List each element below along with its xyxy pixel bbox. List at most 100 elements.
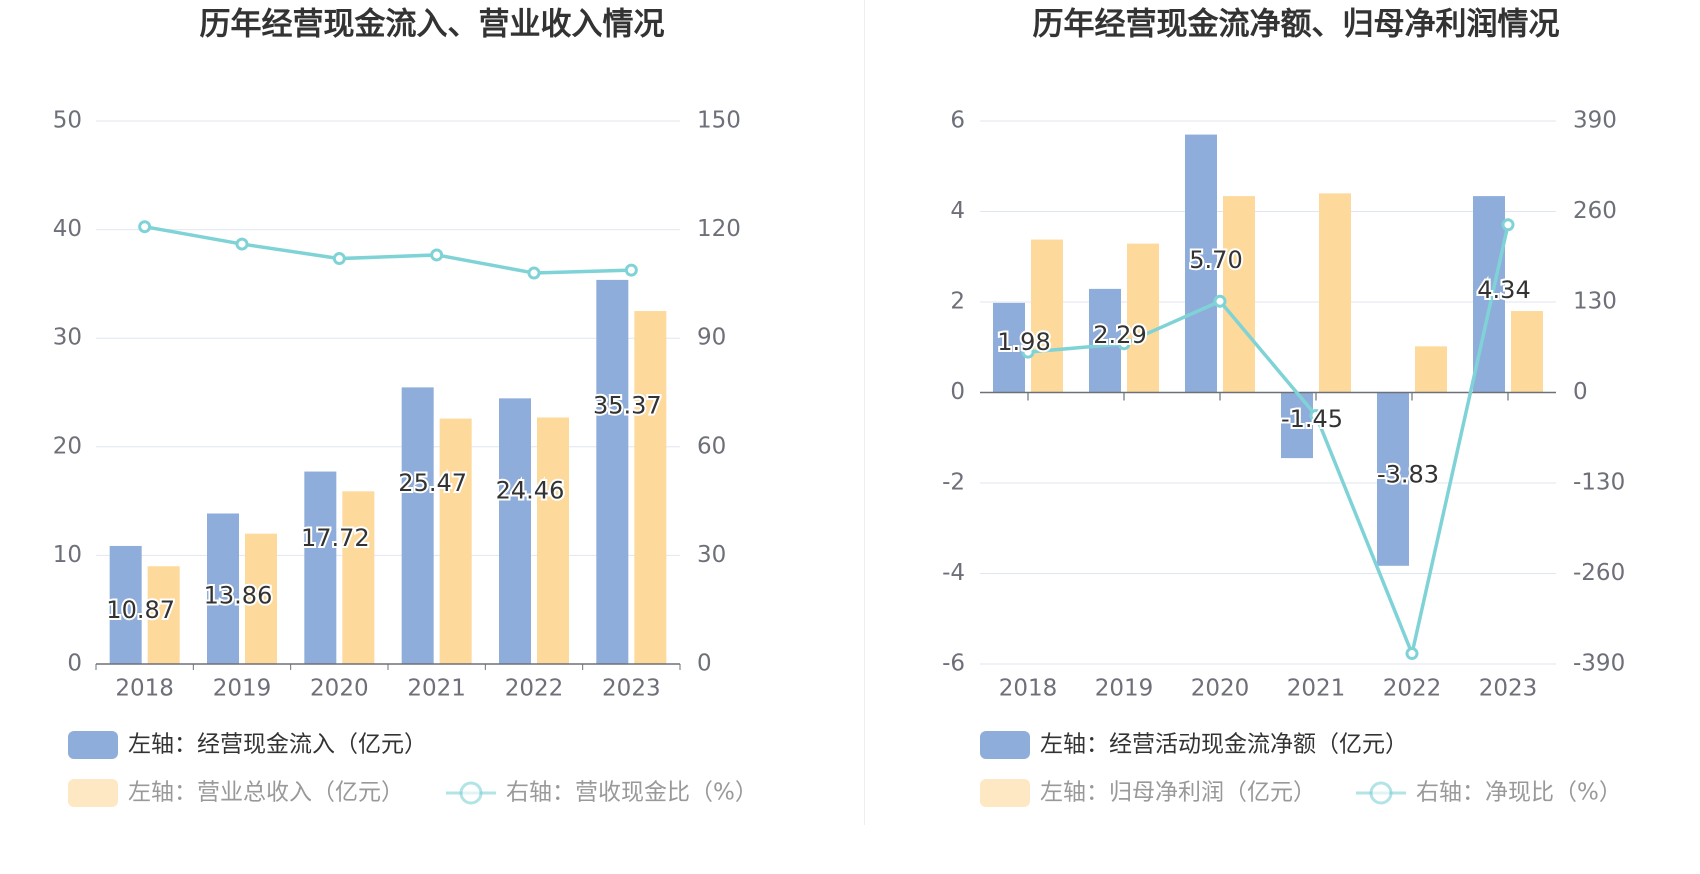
legend-swatch-blue[interactable] — [68, 731, 118, 759]
bar-orange — [439, 418, 472, 664]
bar-blue — [1089, 288, 1121, 393]
right-axis-tick: 390 — [1573, 108, 1617, 134]
right-axis-tick: -130 — [1573, 470, 1625, 496]
line-point — [1309, 408, 1323, 422]
line-point — [1501, 218, 1515, 232]
bar-blue — [207, 513, 239, 664]
x-axis-label: 2023 — [602, 676, 661, 702]
bar-orange — [1511, 311, 1543, 393]
bar-blue — [1377, 392, 1409, 566]
bar-orange — [1223, 196, 1255, 393]
bar-orange — [1415, 346, 1447, 393]
bar-data-label: -3.83 — [1377, 461, 1439, 489]
line-point — [1213, 294, 1227, 308]
bar-data-label: 2.29 — [1093, 321, 1146, 349]
left-axis-tick: 0 — [950, 379, 965, 405]
line-series — [1027, 224, 1510, 660]
legend-circle-icon[interactable] — [1369, 781, 1393, 805]
line-series — [144, 224, 632, 275]
left-axis-tick: -2 — [942, 470, 965, 496]
x-axis-label: 2018 — [999, 676, 1058, 702]
left-axis-tick: 0 — [67, 651, 82, 677]
legend-label-blue[interactable]: 左轴：经营现金流入（亿元） — [128, 732, 427, 758]
line-point — [235, 237, 249, 251]
left-axis-tick: 50 — [53, 108, 82, 134]
bar-blue — [596, 279, 629, 664]
right-axis-tick: 120 — [697, 216, 741, 242]
right-axis-tick: 90 — [697, 325, 726, 351]
bar-data-label: 4.34 — [1477, 276, 1530, 304]
legend-swatch-orange[interactable] — [68, 779, 118, 807]
bar-data-label: 24.46 — [496, 476, 565, 504]
bar-data-label: 10.87 — [106, 596, 175, 624]
right-axis-tick: 130 — [1573, 289, 1617, 315]
bar-data-label: 13.86 — [204, 581, 273, 609]
chart-title: 历年经营现金流净额、归母净利润情况 — [1033, 7, 1560, 43]
left-axis-tick: 40 — [53, 216, 82, 242]
right-axis-tick: -260 — [1573, 560, 1625, 586]
x-axis-label: 2020 — [310, 676, 369, 702]
chart-title: 历年经营现金流入、营业收入情况 — [200, 7, 665, 43]
right-axis-tick: 150 — [697, 108, 741, 134]
bar-blue — [993, 302, 1025, 393]
bar-orange — [1127, 243, 1159, 393]
right-axis-tick: 60 — [697, 433, 726, 459]
x-axis-label: 2021 — [1287, 676, 1346, 702]
left-axis-tick: -6 — [942, 651, 965, 677]
legend-swatch-orange[interactable] — [980, 779, 1030, 807]
right-axis-tick: 0 — [697, 651, 712, 677]
bar-blue — [1185, 134, 1217, 393]
x-axis-label: 2020 — [1191, 676, 1250, 702]
legend-label-orange[interactable]: 左轴：营业总收入（亿元） — [128, 780, 404, 806]
right-axis-tick: -390 — [1573, 651, 1625, 677]
left-axis-tick: 4 — [950, 198, 965, 224]
line-point — [1117, 337, 1131, 351]
bar-blue — [109, 545, 142, 664]
bar-data-label: 5.70 — [1189, 246, 1242, 274]
legend-label-line[interactable]: 右轴：营收现金比（%） — [506, 780, 758, 806]
bar-data-label: 1.98 — [997, 328, 1050, 356]
line-point — [1021, 345, 1035, 359]
legend-circle-icon[interactable] — [459, 781, 483, 805]
bar-orange — [1319, 193, 1351, 393]
bar-orange — [342, 491, 375, 664]
bar-data-label: 35.37 — [593, 392, 662, 420]
bar-data-label: -1.45 — [1281, 405, 1343, 433]
bar-orange — [537, 417, 569, 664]
bar-data-label: 25.47 — [398, 469, 467, 497]
line-point — [624, 263, 638, 277]
legend-label-line[interactable]: 右轴：净现比（%） — [1416, 780, 1622, 806]
panel-divider — [864, 0, 865, 825]
x-axis-label: 2022 — [505, 676, 564, 702]
right-axis-tick: 30 — [697, 542, 726, 568]
legend-label-blue[interactable]: 左轴：经营活动现金流净额（亿元） — [1040, 732, 1408, 758]
line-point — [138, 220, 152, 234]
right-axis-tick: 0 — [1573, 379, 1588, 405]
x-axis-label: 2019 — [213, 676, 272, 702]
bar-data-label: 17.72 — [301, 524, 370, 552]
x-axis-label: 2023 — [1479, 676, 1538, 702]
left-axis-tick: -4 — [942, 560, 965, 586]
left-axis-tick: 20 — [53, 433, 82, 459]
bar-blue — [499, 398, 531, 664]
legend-label-orange[interactable]: 左轴：归母净利润（亿元） — [1040, 780, 1316, 806]
x-axis-label: 2022 — [1383, 676, 1442, 702]
x-axis-label: 2021 — [407, 676, 466, 702]
bar-blue — [401, 387, 434, 664]
x-axis-label: 2018 — [115, 676, 174, 702]
left-axis-tick: 2 — [950, 289, 965, 315]
bar-blue — [304, 471, 337, 664]
x-axis-label: 2019 — [1095, 676, 1154, 702]
line-point — [1405, 647, 1419, 661]
left-axis-tick: 30 — [53, 325, 82, 351]
legend-swatch-blue[interactable] — [980, 731, 1030, 759]
bar-orange — [245, 533, 277, 664]
left-axis-tick: 10 — [53, 542, 82, 568]
right-axis-tick: 260 — [1573, 198, 1617, 224]
bar-orange — [147, 566, 180, 664]
line-point — [527, 266, 541, 280]
line-point — [430, 248, 444, 262]
bar-orange — [1031, 239, 1063, 393]
